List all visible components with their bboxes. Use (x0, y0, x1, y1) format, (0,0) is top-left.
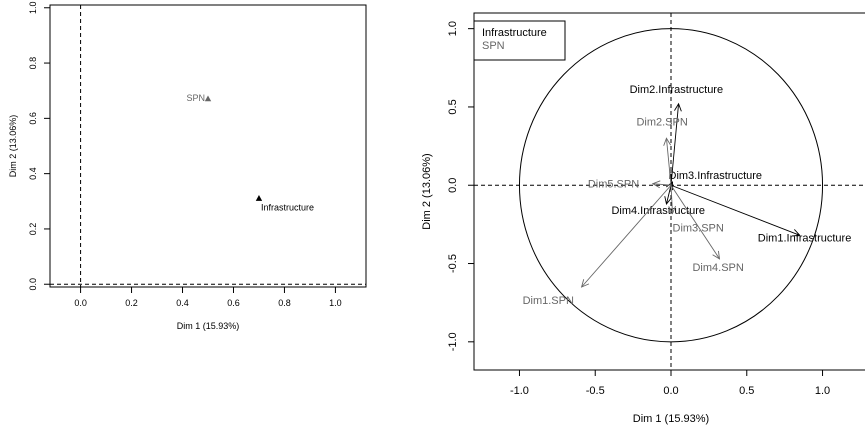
arrow-label-dim4-infrastructure: Dim4.Infrastructure (611, 205, 705, 217)
data-label-infrastructure: Infrastructure (261, 203, 314, 213)
legend-entry-infrastructure: Infrastructure (482, 27, 547, 39)
x-tick-label: -1.0 (510, 385, 529, 397)
arrow-dim2-spn (666, 138, 672, 186)
arrow-head-dim2-infrastructure (674, 102, 682, 112)
right-panel: -1.0 -0.5 0.0 0.5 1.0 -1.0 -0.5 0.0 0.5 1.0 Dim 1 … (421, 12, 865, 425)
arrow-dim1-spn (581, 184, 672, 288)
y-tick-label: -1.0 (447, 332, 459, 351)
y-tick-label: 1.0 (28, 2, 38, 15)
arrow-label-dim3-spn: Dim3.SPN (673, 222, 724, 234)
arrow-head-dim2-spn (663, 137, 671, 146)
arrow-head-dim1-spn (580, 279, 590, 288)
y-tick-label: 0.0 (447, 178, 459, 193)
x-tick-label: 0.6 (227, 298, 240, 308)
x-tick-label: -0.5 (586, 385, 605, 397)
y-tick-label: 0.4 (28, 167, 38, 180)
x-tick-label: 1.0 (329, 298, 342, 308)
data-label-spn: SPN (186, 93, 205, 103)
arrow-head-dim3-spn (668, 205, 677, 215)
correlation-circle (518, 28, 824, 343)
y-tick-label: 0.6 (28, 112, 38, 125)
x-tick-label: 0.8 (278, 298, 291, 308)
arrow-label-dim4-spn: Dim4.SPN (692, 262, 743, 274)
y-tick-label: 0.0 (28, 278, 38, 291)
y-axis-label: Dim 2 (13.06%) (8, 115, 18, 178)
arrow-dim1-infrastructure (670, 184, 800, 236)
y-tick-label: 0.8 (28, 57, 38, 70)
arrow-dim2-infrastructure (670, 103, 680, 186)
arrow-dim5-spn (652, 183, 672, 186)
x-tick-label: 0.5 (739, 385, 754, 397)
arrow-label-dim5-spn: Dim5.SPN (588, 179, 639, 191)
x-tick-label: 1.0 (815, 385, 830, 397)
plot-frame (49, 4, 367, 288)
arrow-head-dim4-infrastructure (664, 196, 672, 206)
arrow-dim3-spn (670, 185, 673, 214)
data-point-infrastructure (255, 195, 263, 201)
arrow-label-dim2-infrastructure: Dim2.Infrastructure (630, 84, 724, 96)
x-axis-label: Dim 1 (15.93%) (633, 413, 709, 425)
arrow-head-dim1-infrastructure (791, 229, 801, 237)
arrow-label-dim3-infrastructure: Dim3.Infrastructure (669, 170, 763, 182)
y-tick-label: 1.0 (447, 21, 459, 36)
arrow-dim4-spn (670, 184, 720, 260)
y-tick-label: 0.2 (28, 223, 38, 236)
legend-entry-spn: SPN (482, 40, 505, 52)
legend-box (473, 20, 566, 61)
y-tick-label: 0.5 (447, 99, 459, 114)
arrow-dim4-infrastructure (666, 185, 672, 205)
x-tick-label: 0.2 (125, 298, 138, 308)
x-tick-label: 0.0 (74, 298, 87, 308)
arrow-label-dim1-infrastructure: Dim1.Infrastructure (758, 232, 852, 244)
arrow-head-dim5-spn (651, 180, 661, 189)
data-point-spn (204, 95, 212, 102)
y-tick-label: -0.5 (447, 254, 459, 273)
arrow-head-dim4-spn (712, 250, 721, 260)
x-tick-label: 0.4 (176, 298, 189, 308)
arrow-label-dim1-spn: Dim1.SPN (523, 295, 574, 307)
arrow-label-dim2-spn: Dim2.SPN (636, 116, 687, 128)
left-panel: 0.0 0.2 0.4 0.6 0.8 1.0 0.0 0.2 0.4 0.6 0.8 1.0 Dim … (8, 2, 367, 331)
x-axis-label: Dim 1 (15.93%) (177, 321, 240, 331)
x-tick-label: 0.0 (663, 385, 678, 397)
y-axis-label: Dim 2 (13.06%) (421, 153, 433, 229)
